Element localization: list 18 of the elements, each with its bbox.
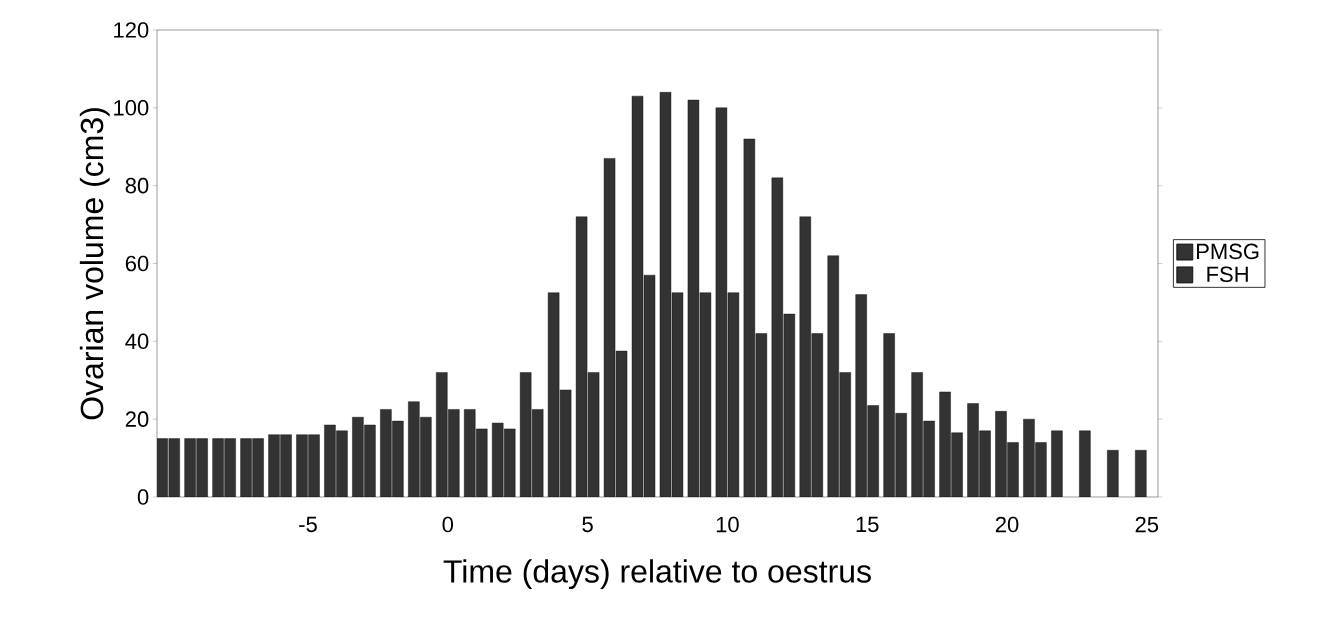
y-tick-label: 40 bbox=[125, 333, 149, 350]
legend-label: PMSG bbox=[1197, 243, 1259, 260]
x-tick-label: 10 bbox=[716, 516, 739, 533]
y-tick-label: 100 bbox=[114, 100, 149, 116]
x-tick-label: -5 bbox=[299, 516, 317, 533]
y-tick-label: 0 bbox=[137, 489, 149, 505]
y-tick-label: 80 bbox=[125, 177, 149, 194]
y-tick-label: 60 bbox=[125, 255, 149, 272]
x-axis-title: Time (days) relative to oestrus bbox=[443, 559, 871, 590]
x-tick-label: 25 bbox=[1135, 516, 1159, 533]
x-tick-label: 20 bbox=[995, 516, 1019, 533]
y-tick-label: 120 bbox=[114, 22, 149, 38]
y-tick-label: 20 bbox=[125, 411, 149, 427]
x-tick-label: 5 bbox=[582, 516, 593, 533]
x-tick-label: 0 bbox=[442, 516, 454, 533]
y-axis-title: Ovarian volume (cm3) bbox=[79, 108, 110, 420]
x-tick-label: 15 bbox=[856, 516, 879, 533]
legend-label: FSH bbox=[1207, 266, 1248, 283]
